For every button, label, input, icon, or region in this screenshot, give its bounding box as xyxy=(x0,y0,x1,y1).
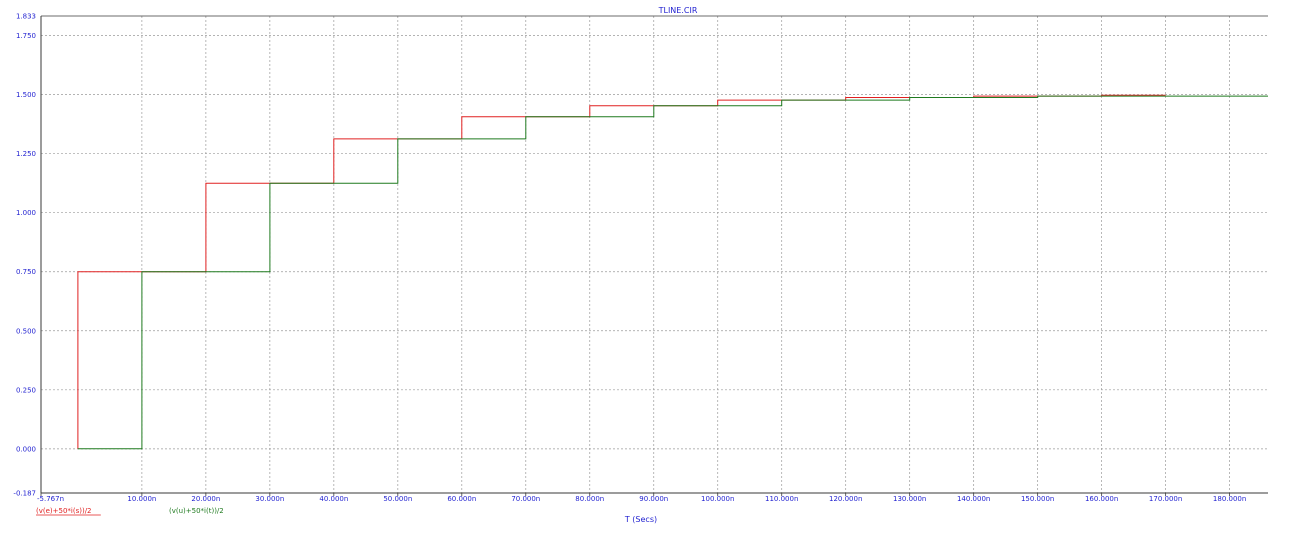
x-tick-label: 80.000n xyxy=(575,495,604,503)
x-tick-label: 50.000n xyxy=(383,495,412,503)
x-tick-label: 60.000n xyxy=(447,495,476,503)
x-tick-label: 120.000n xyxy=(829,495,862,503)
y-tick-label: 1.250 xyxy=(16,150,36,158)
y-tick-label: 0.750 xyxy=(16,268,36,276)
x-tick-label: 40.000n xyxy=(319,495,348,503)
y-tick-label: 0.000 xyxy=(16,445,36,453)
grid xyxy=(41,16,1268,493)
x-tick-label: 140.000n xyxy=(957,495,990,503)
series-group xyxy=(77,94,1268,450)
x-tick-label: 150.000n xyxy=(1021,495,1054,503)
plot-frame xyxy=(40,15,1268,496)
legend-label-1[interactable]: (v(e)+50*i(s))/2 xyxy=(36,507,92,515)
x-tick-label: 90.000n xyxy=(639,495,668,503)
y-tick-label: 0.250 xyxy=(16,386,36,394)
tick-labels: 1.833 1.750 1.500 1.250 1.000 0.750 0.500 0.250… xyxy=(13,13,1246,504)
x-tick-label: 160.000n xyxy=(1085,495,1118,503)
y-tick-label: -0.187 xyxy=(13,490,36,498)
y-tick-label: 1.833 xyxy=(16,13,36,21)
legend[interactable]: (v(e)+50*i(s))/2 (v(u)+50*i(t))/2 xyxy=(36,507,224,516)
y-tick-label: 1.500 xyxy=(16,91,36,99)
x-tick-label: 180.000n xyxy=(1213,495,1246,503)
y-tick-label: 0.500 xyxy=(16,327,36,335)
x-tick-label: 170.000n xyxy=(1149,495,1182,503)
y-tick-label: 1.750 xyxy=(16,32,36,40)
series-line-1[interactable] xyxy=(77,94,1166,449)
x-tick-label: 10.000n xyxy=(127,495,156,503)
y-tick-label: 1.000 xyxy=(16,209,36,217)
chart-title: TLINE.CIR xyxy=(658,6,698,15)
x-tick-label: 110.000n xyxy=(765,495,798,503)
x-tick-label: 100.000n xyxy=(701,495,734,503)
x-tick-label: 30.000n xyxy=(255,495,284,503)
x-tick-label: 20.000n xyxy=(191,495,220,503)
x-tick-label: 130.000n xyxy=(893,495,926,503)
x-axis-title: T (Secs) xyxy=(624,515,657,524)
series-line-2[interactable] xyxy=(77,95,1268,450)
x-tick-label: 70.000n xyxy=(511,495,540,503)
x-tick-label: -5.767n xyxy=(37,495,64,503)
legend-label-2[interactable]: (v(u)+50*i(t))/2 xyxy=(169,507,224,515)
